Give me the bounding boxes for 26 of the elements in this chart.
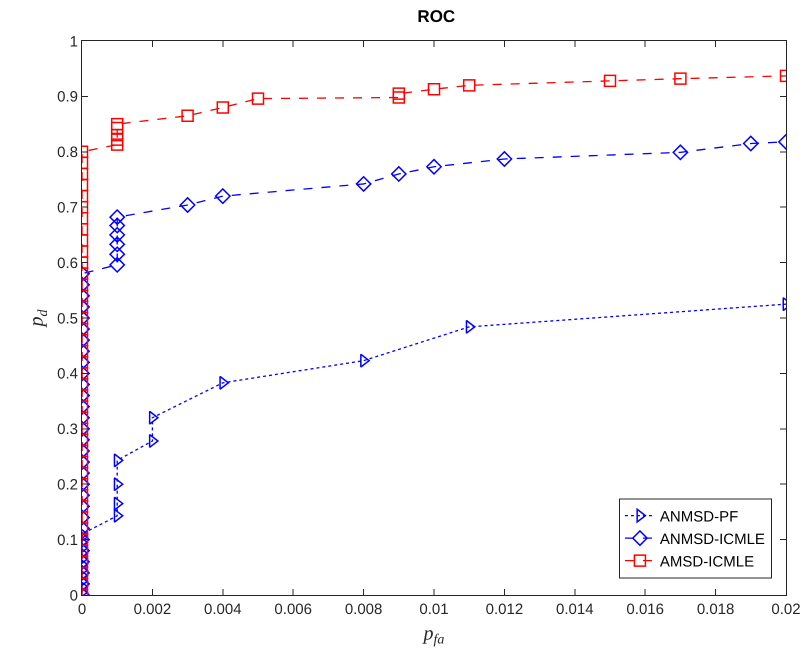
y-tick-label: 0.8	[57, 144, 78, 162]
y-tick-label: 0.6	[57, 254, 78, 272]
legend-label: ANMSD-ICMLE	[660, 530, 765, 548]
x-tick-label: 0.006	[274, 601, 312, 618]
x-tick-label: 0.014	[556, 601, 594, 618]
y-tick-label: 0.9	[57, 88, 78, 106]
y-tick-label: 0.2	[57, 476, 78, 494]
legend-label: AMSD-ICMLE	[660, 553, 754, 570]
y-tick-label: 0.4	[57, 366, 78, 383]
x-tick-label: 0.004	[204, 601, 242, 618]
legend-label: ANMSD-PF	[660, 508, 738, 526]
x-tick-label: 0.012	[486, 601, 524, 618]
x-tick-label: 0.016	[626, 601, 664, 618]
x-tick-label: 0.008	[344, 601, 382, 618]
y-tick-label: 0.1	[57, 532, 78, 549]
y-tick-label: 0.3	[57, 421, 78, 438]
y-tick-label: 0	[70, 587, 78, 604]
x-axis-title: p$_{fa}$	[422, 622, 444, 648]
x-tick-label: 0.002	[134, 601, 172, 618]
x-tick-label: 0.018	[696, 601, 734, 618]
x-tick-label: 0.01	[419, 601, 449, 618]
y-tick-label: 0.5	[57, 310, 78, 328]
x-tick-label: 0.02	[771, 601, 801, 618]
y-tick-label: 0.7	[57, 199, 78, 216]
chart-title: ROC	[417, 6, 456, 26]
y-tick-label: 1	[70, 33, 78, 50]
